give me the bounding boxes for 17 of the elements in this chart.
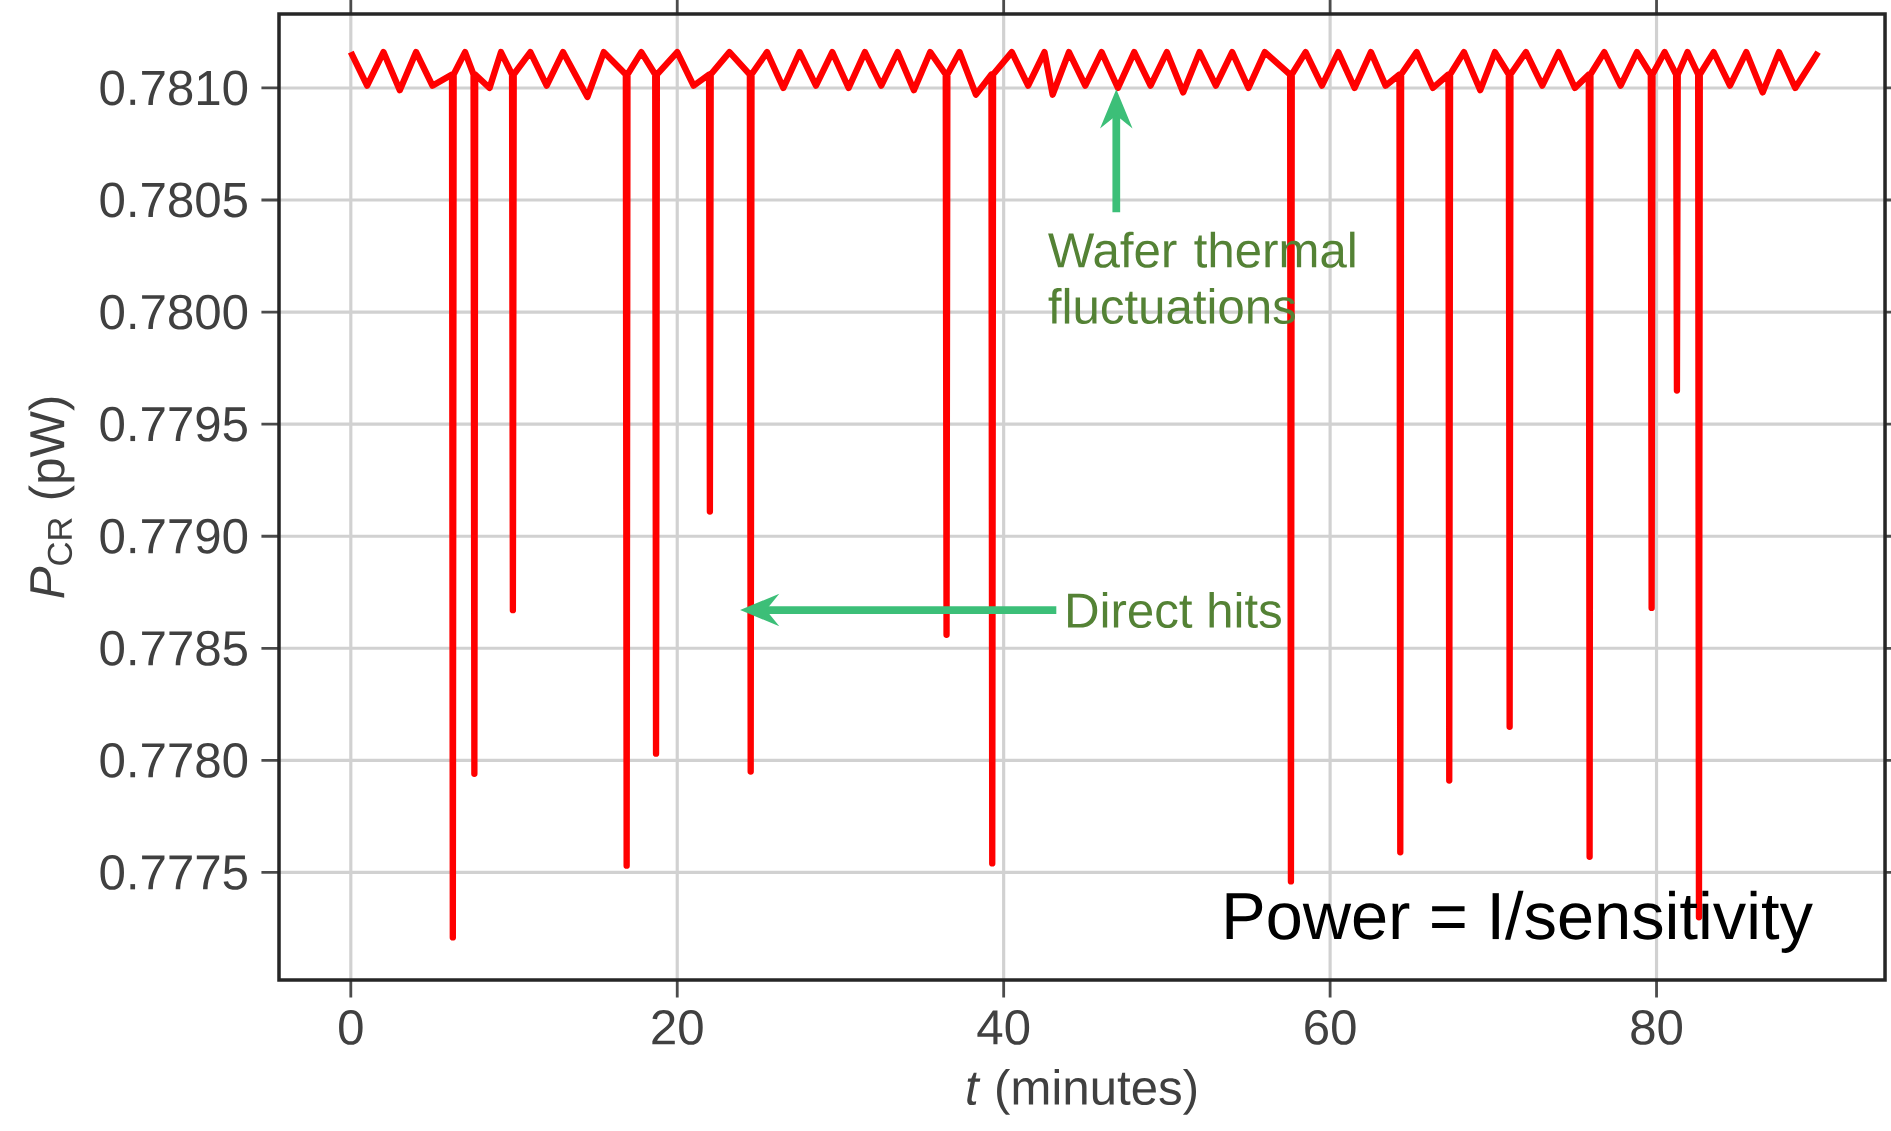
annotation: Power = I/sensitivity: [1226, 890, 1813, 953]
annotation: Direct hits: [1068, 591, 1281, 629]
y-tick-label: 0.7780: [100, 742, 248, 778]
y-tick-label: 0.7805: [100, 182, 247, 218]
x-axis-title: t (minutes): [967, 1068, 1196, 1115]
y-tick-label: 0.7790: [100, 518, 248, 554]
x-tick-label: 40: [977, 1009, 1030, 1045]
x-tick-label: 0: [339, 1009, 363, 1045]
y-tick-label: 0.7775: [100, 854, 247, 890]
x-tick-label: 20: [652, 1009, 703, 1045]
x-tick-label: 80: [1631, 1009, 1682, 1045]
x-tick-label: 60: [1305, 1009, 1356, 1045]
y-tick-label: 0.7795: [100, 406, 247, 442]
y-tick-label: 0.7800: [100, 294, 248, 330]
y-axis-title: P$_{CR}$ (pW): [28, 397, 75, 598]
y-tick-label: 0.7785: [100, 630, 247, 666]
y-tick-label: 0.7810: [100, 70, 248, 106]
